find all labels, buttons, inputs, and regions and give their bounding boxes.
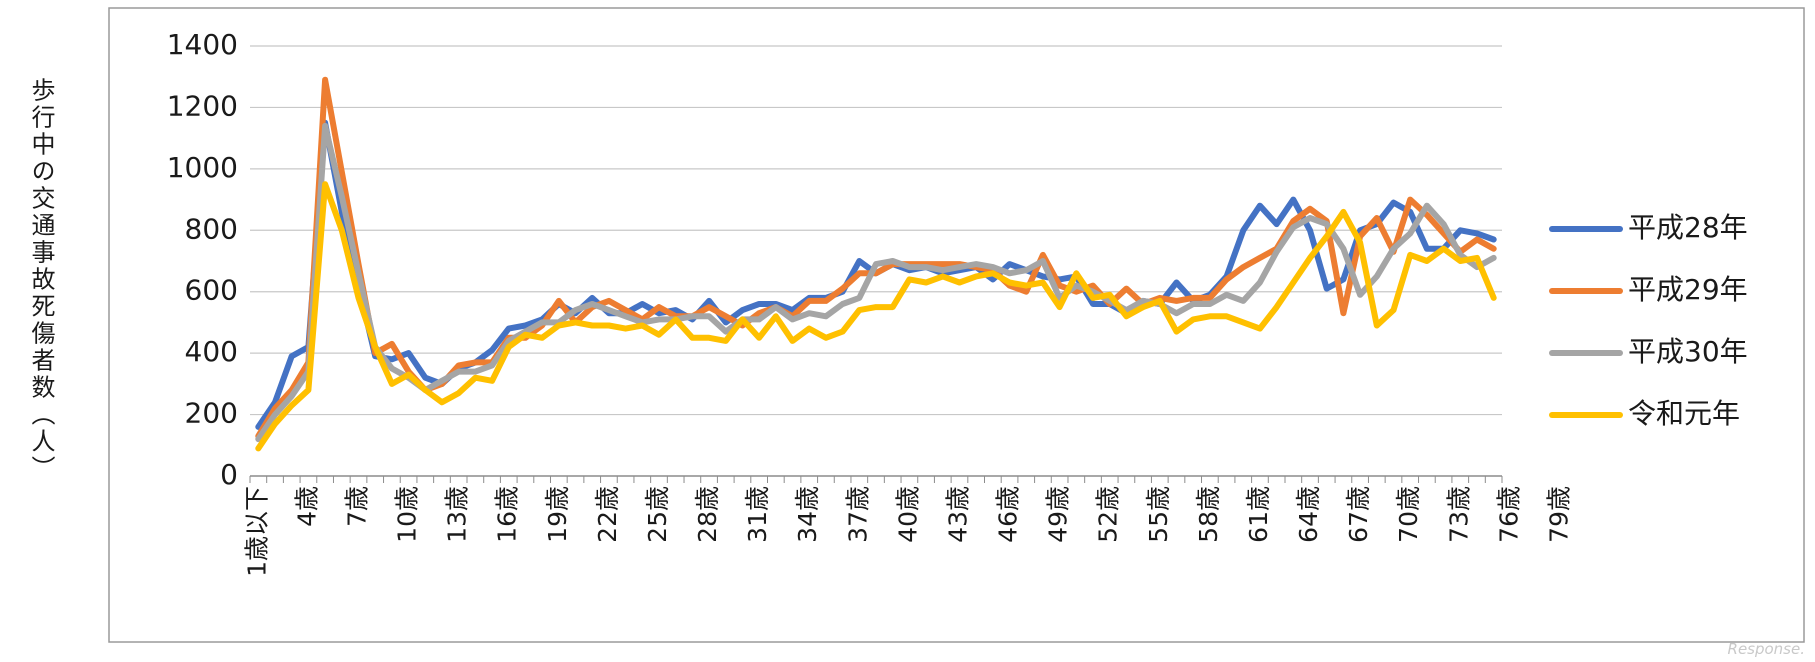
- x-axis-ticks: 1歳以下 4歳 7歳 10歳 13歳 16歳 19歳 22歳 25歳 28歳 31歳 34歳 37歳 40…: [242, 476, 1573, 577]
- x-tick-label: 73歳: [1444, 486, 1473, 543]
- grid-lines: [250, 45, 1502, 477]
- x-tick-label: 19歳: [543, 486, 572, 543]
- y-axis-ticks: 0 200 400 600 800 1000 1200 1400: [167, 28, 238, 491]
- series-lines: [255, 76, 1497, 452]
- x-tick-label: 1歳以下: [242, 486, 271, 577]
- x-tick-label: 25歳: [643, 486, 672, 543]
- watermark-logo: Response.: [1727, 640, 1805, 658]
- y-tick-label: 400: [185, 335, 238, 368]
- x-tick-label: 4歳: [292, 486, 321, 527]
- x-tick-label: 16歳: [493, 486, 522, 543]
- y-tick-label: 0: [220, 458, 238, 491]
- x-tick-label: 31歳: [743, 486, 772, 543]
- x-tick-label: 13歳: [443, 486, 472, 543]
- x-tick-label: 28歳: [693, 486, 722, 543]
- y-tick-label: 200: [185, 397, 238, 430]
- legend-label: 令和元年: [1628, 397, 1740, 430]
- x-tick-label: 22歳: [593, 486, 622, 543]
- x-tick-label: 43歳: [943, 486, 972, 543]
- x-tick-label: 64歳: [1294, 486, 1323, 543]
- y-tick-label: 1400: [167, 28, 238, 61]
- x-tick-label: 70歳: [1394, 486, 1423, 543]
- y-tick-label: 600: [185, 274, 238, 307]
- y-tick-label: 1200: [167, 89, 238, 122]
- x-tick-label: 34歳: [793, 486, 822, 543]
- x-tick-label: 79歳: [1544, 486, 1573, 543]
- x-tick-label: 7歳: [343, 486, 372, 527]
- x-tick-label: 46歳: [994, 486, 1023, 543]
- x-tick-label: 10歳: [393, 486, 422, 543]
- x-tick-label: 61歳: [1244, 486, 1273, 543]
- y-axis-title: 歩行中の交通事故死傷者数（人）: [27, 78, 55, 483]
- x-tick-label: 58歳: [1194, 486, 1223, 543]
- x-tick-label: 55歳: [1144, 486, 1173, 543]
- series-line: [255, 122, 1497, 443]
- x-tick-label: 67歳: [1344, 486, 1373, 543]
- legend-label: 平成30年: [1628, 335, 1748, 368]
- y-tick-label: 800: [185, 212, 238, 245]
- chart-border: [108, 7, 1805, 643]
- x-tick-label: 40歳: [893, 486, 922, 543]
- y-tick-label: 1000: [167, 151, 238, 184]
- legend-label: 平成28年: [1628, 211, 1748, 244]
- series-line: [255, 181, 1497, 452]
- x-tick-label: 52歳: [1094, 486, 1123, 543]
- x-tick-label: 76歳: [1494, 486, 1523, 543]
- legend-label: 平成29年: [1628, 273, 1748, 306]
- x-tick-label: 37歳: [843, 486, 872, 543]
- x-tick-label: 49歳: [1044, 486, 1073, 543]
